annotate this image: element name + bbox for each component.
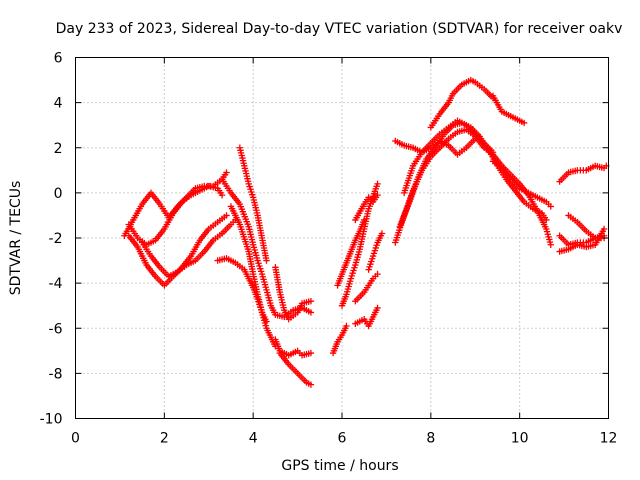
data-point-markers xyxy=(489,158,554,210)
series-arc-4 xyxy=(138,216,239,280)
data-point-markers xyxy=(365,230,386,273)
series-arc-14 xyxy=(338,180,381,309)
y-tick-label: 4 xyxy=(54,96,63,112)
series-arc-26 xyxy=(556,162,610,185)
y-tick-label: 0 xyxy=(54,186,63,202)
series-arc-15 xyxy=(352,270,381,305)
data-point-markers xyxy=(227,203,279,350)
data-point-markers xyxy=(352,304,381,330)
y-tick-label: -8 xyxy=(49,366,63,382)
series-arc-22 xyxy=(392,135,479,158)
data-point-markers xyxy=(556,162,610,185)
data-points xyxy=(121,76,610,388)
data-point-markers xyxy=(125,182,226,248)
data-point-markers xyxy=(125,212,230,289)
y-tick-label: 2 xyxy=(54,141,63,157)
series-arc-12 xyxy=(329,322,350,357)
data-point-markers xyxy=(329,322,350,357)
data-point-markers xyxy=(272,336,315,359)
x-tick-labels: 0 2 4 6 8 10 12 xyxy=(71,431,617,447)
series-arc-25 xyxy=(489,158,554,210)
series-arc-7 xyxy=(227,203,279,350)
data-point-markers xyxy=(138,216,239,280)
series-arc-17 xyxy=(352,191,381,224)
series-arc-16 xyxy=(352,304,381,330)
data-point-markers xyxy=(334,216,368,289)
series-arc-29 xyxy=(565,212,608,242)
y-tick-label: -4 xyxy=(49,276,63,292)
y-tick-label: -2 xyxy=(49,231,63,247)
series-arc-10 xyxy=(272,336,315,359)
series-arc-9 xyxy=(272,264,315,323)
x-tick-label: 6 xyxy=(338,431,347,447)
x-tick-label: 10 xyxy=(511,431,529,447)
series-arc-13 xyxy=(334,216,368,289)
series-arc-8 xyxy=(236,144,270,264)
x-tick-label: 4 xyxy=(249,431,258,447)
data-point-markers xyxy=(556,225,608,255)
data-point-markers xyxy=(218,176,315,321)
x-tick-label: 8 xyxy=(426,431,435,447)
x-tick-label: 0 xyxy=(71,431,80,447)
data-point-markers xyxy=(236,144,270,264)
series-arc-11 xyxy=(276,349,315,388)
x-axis-label: GPS time / hours xyxy=(281,458,398,474)
data-point-markers xyxy=(276,349,315,388)
y-tick-label: -6 xyxy=(49,321,63,337)
y-tick-label: -10 xyxy=(40,412,63,428)
x-tick-label: 2 xyxy=(160,431,169,447)
series-arc-23 xyxy=(427,76,497,131)
y-axis-label: SDTVAR / TECUs xyxy=(8,181,24,296)
chart-title: Day 233 of 2023, Sidereal Day-to-day VTE… xyxy=(56,21,623,37)
data-point-markers xyxy=(352,191,381,224)
series-arc-6 xyxy=(218,176,315,321)
axis-ticks xyxy=(75,57,609,419)
series-arc-28 xyxy=(556,225,608,255)
series-arc-24 xyxy=(489,92,528,127)
x-tick-label: 12 xyxy=(600,431,618,447)
series-arc-18 xyxy=(365,230,386,273)
data-point-markers xyxy=(352,270,381,305)
y-tick-label: 6 xyxy=(54,51,63,67)
data-point-markers xyxy=(392,135,479,158)
data-point-markers xyxy=(338,180,381,309)
data-point-markers xyxy=(565,212,608,242)
data-point-markers xyxy=(272,264,315,323)
data-point-markers xyxy=(489,92,528,127)
series-arc-2 xyxy=(125,182,226,248)
data-point-markers xyxy=(427,76,497,131)
series-arc-3 xyxy=(125,212,230,289)
y-tick-labels: -10 -8 -6 -4 -2 0 2 4 6 xyxy=(40,51,63,428)
